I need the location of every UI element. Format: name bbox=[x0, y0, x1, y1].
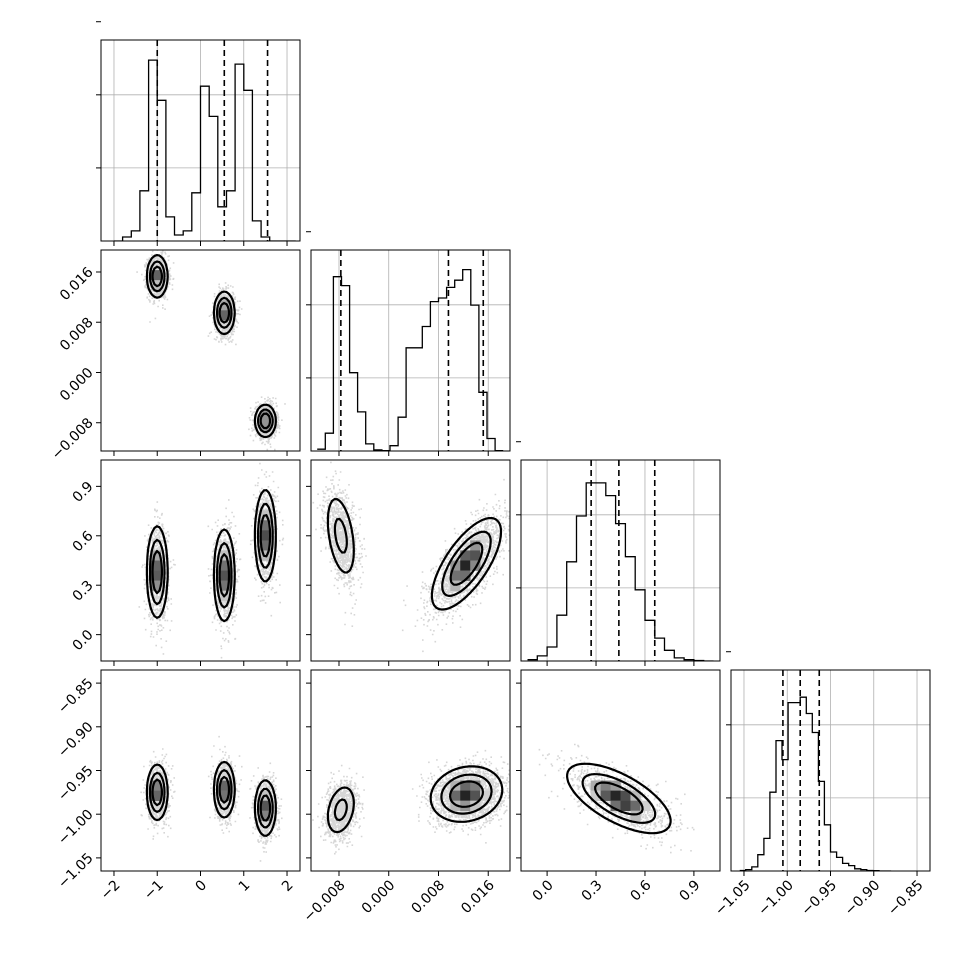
contour-level-2-3 bbox=[566, 762, 672, 835]
histogram-1 bbox=[317, 268, 504, 451]
contour-level-1-3 bbox=[449, 780, 484, 808]
contour-level-1-2 bbox=[449, 541, 484, 586]
contour-level-0-3 bbox=[148, 769, 274, 829]
tick-layer bbox=[96, 21, 918, 876]
contour-level-0-2 bbox=[145, 489, 277, 623]
contour-level-0-3 bbox=[145, 760, 277, 837]
contour-layer bbox=[145, 254, 672, 837]
contour-level-0-2 bbox=[151, 514, 272, 598]
histogram-layer bbox=[114, 40, 892, 871]
contour-level-1-2 bbox=[333, 517, 492, 597]
contour-level-2-3 bbox=[581, 773, 657, 824]
panel-frame-1-2 bbox=[310, 459, 511, 662]
contour-level-0-1 bbox=[148, 260, 274, 434]
contour-level-0-2 bbox=[148, 502, 274, 609]
contour-level-0-1 bbox=[145, 254, 277, 439]
histogram-0 bbox=[114, 59, 296, 241]
contour-level-1-3 bbox=[326, 765, 504, 834]
histogram-3 bbox=[739, 696, 892, 871]
contours-0-1 bbox=[145, 254, 277, 439]
contour-level-0-3 bbox=[151, 775, 272, 822]
scatter-points-1-2 bbox=[312, 461, 510, 653]
contour-level-2-3 bbox=[594, 781, 644, 816]
contour-level-1-3 bbox=[333, 773, 493, 822]
hist-frame-2 bbox=[520, 459, 721, 662]
hist-frame-1 bbox=[310, 249, 511, 452]
contours-0-2 bbox=[145, 489, 277, 623]
histogram-2 bbox=[527, 482, 714, 661]
grid-layer bbox=[101, 40, 930, 871]
contour-level-0-1 bbox=[151, 265, 272, 430]
density-blocks-1-2 bbox=[450, 540, 481, 591]
contours-0-3 bbox=[145, 760, 277, 837]
hist-grid-2 bbox=[521, 460, 720, 661]
hist-grid-1 bbox=[311, 250, 510, 451]
contours-2-3 bbox=[566, 762, 672, 835]
contours-1-2 bbox=[326, 498, 503, 611]
contours-1-3 bbox=[326, 765, 504, 834]
contour-level-1-2 bbox=[326, 498, 503, 611]
